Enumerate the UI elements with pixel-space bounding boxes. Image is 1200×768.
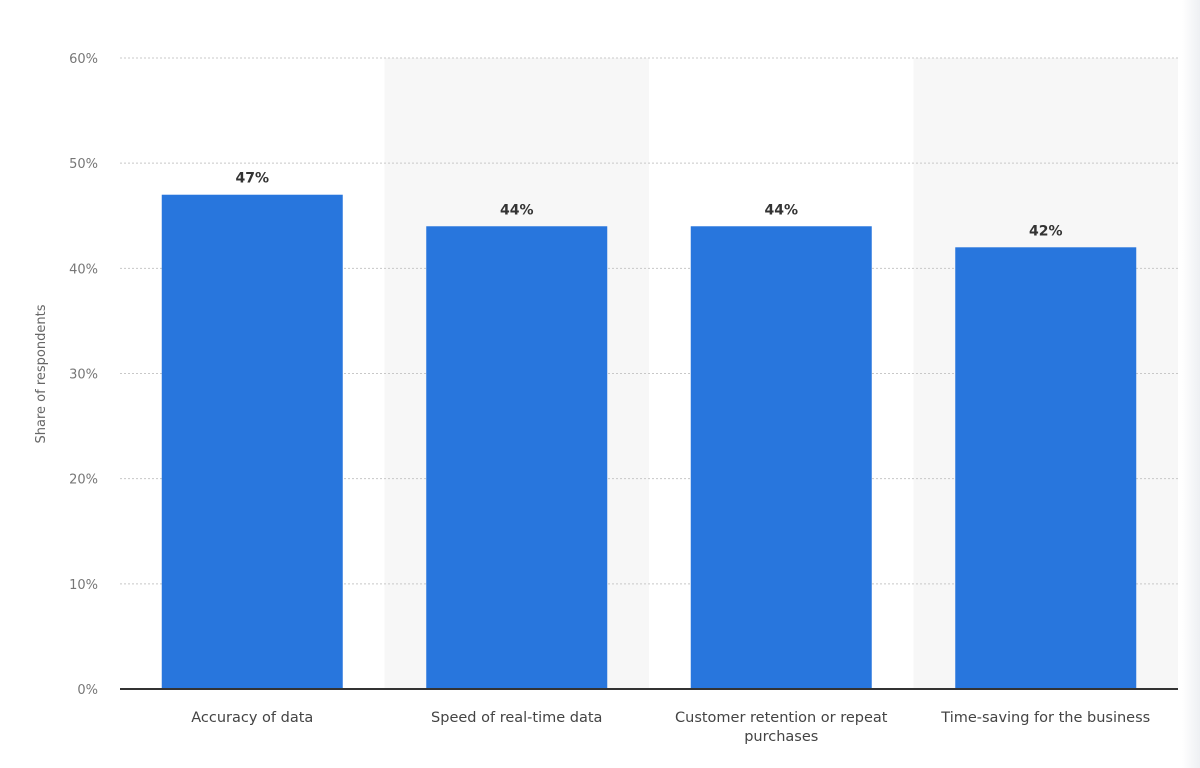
x-tick-label: Accuracy of data <box>191 710 313 726</box>
data-label: 42% <box>1029 223 1063 239</box>
y-tick-label: 20% <box>69 473 98 488</box>
bar <box>955 247 1137 690</box>
right-edge-shadow <box>1182 0 1200 768</box>
bar <box>690 226 872 689</box>
y-tick-label: 50% <box>69 157 98 172</box>
x-tick-label: purchases <box>744 729 818 745</box>
y-tick-label: 0% <box>77 683 98 698</box>
x-tick-label: Speed of real-time data <box>431 710 602 726</box>
x-tick-label: Time-saving for the business <box>940 710 1150 726</box>
data-label: 44% <box>500 202 534 218</box>
y-axis-label: Share of respondents <box>34 304 49 443</box>
data-label: 44% <box>764 202 798 218</box>
y-tick-label: 40% <box>69 262 98 277</box>
y-tick-label: 10% <box>69 578 98 593</box>
bar <box>426 226 608 689</box>
bar <box>161 194 343 689</box>
y-tick-label: 30% <box>69 368 98 383</box>
x-tick-label: Customer retention or repeat <box>675 710 888 726</box>
y-tick-label: 60% <box>69 52 98 67</box>
data-label: 47% <box>235 171 269 187</box>
